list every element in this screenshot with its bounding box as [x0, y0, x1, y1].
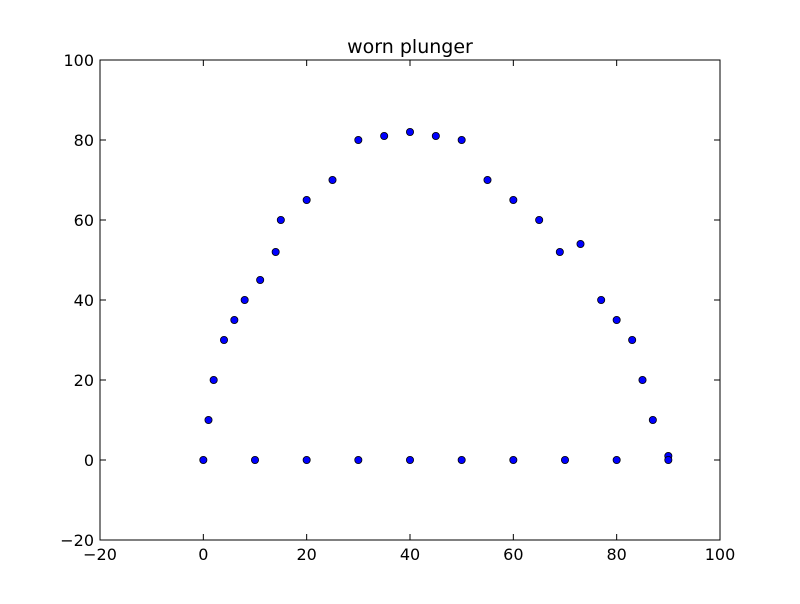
data-point — [509, 195, 518, 204]
data-point — [276, 215, 285, 224]
data-point — [555, 247, 564, 256]
data-point — [199, 455, 208, 464]
x-tick-label: 20 — [296, 545, 316, 564]
plot-frame — [99, 59, 721, 541]
data-point — [380, 131, 389, 140]
x-tick-label: 80 — [606, 545, 626, 564]
data-point — [628, 335, 637, 344]
ticks-layer: −20 0 20 40 60 80 100 −20 0 20 40 60 80 100 — [60, 51, 735, 564]
data-point — [328, 175, 337, 184]
data-point — [648, 415, 657, 424]
x-tick-label: 60 — [503, 545, 523, 564]
x-tick-label: 100 — [705, 545, 736, 564]
data-point — [612, 455, 621, 464]
x-tick-label: 0 — [198, 545, 208, 564]
y-tick-label: 60 — [74, 211, 94, 230]
y-tick-label: 80 — [74, 131, 94, 150]
data-point — [302, 455, 311, 464]
data-point — [240, 295, 249, 304]
data-point — [612, 315, 621, 324]
y-tick-label: 20 — [74, 371, 94, 390]
data-point — [431, 131, 440, 140]
data-point — [664, 455, 673, 464]
x-tick-label: −20 — [83, 545, 117, 564]
data-point — [271, 247, 280, 256]
data-point — [509, 455, 518, 464]
y-tick-label: 100 — [63, 51, 94, 70]
data-point — [483, 175, 492, 184]
data-point — [354, 135, 363, 144]
data-point — [256, 275, 265, 284]
data-point — [204, 415, 213, 424]
data-point — [561, 455, 570, 464]
data-point — [457, 135, 466, 144]
data-point — [219, 335, 228, 344]
data-point — [638, 375, 647, 384]
data-point — [405, 455, 414, 464]
data-point — [209, 375, 218, 384]
data-point — [535, 215, 544, 224]
data-point — [230, 315, 239, 324]
data-point — [457, 455, 466, 464]
y-tick-label: −20 — [60, 531, 94, 550]
data-point — [576, 239, 585, 248]
x-tick-label: 40 — [400, 545, 420, 564]
points-layer — [199, 127, 673, 464]
data-point — [302, 195, 311, 204]
y-tick-label: 0 — [84, 451, 94, 470]
data-point — [250, 455, 259, 464]
data-point — [354, 455, 363, 464]
data-point — [405, 127, 414, 136]
chart-title: worn plunger — [347, 36, 473, 58]
y-tick-label: 40 — [74, 291, 94, 310]
data-point — [597, 295, 606, 304]
